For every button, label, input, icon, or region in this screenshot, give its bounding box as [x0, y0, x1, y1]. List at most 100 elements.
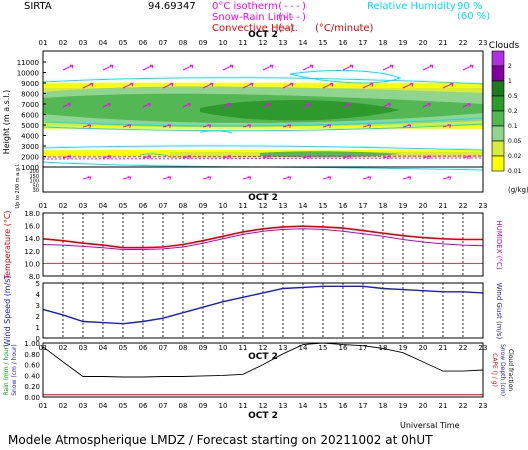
- colorbar-swatch: [491, 155, 505, 172]
- hour-label-temp: 20: [419, 202, 428, 210]
- cloud-ytick-label: 8000: [21, 91, 39, 99]
- hour-label-temp: 07: [159, 202, 168, 210]
- wind-arrow-head: [427, 103, 431, 107]
- hour-label-bottom: 13: [279, 402, 288, 410]
- hour-label-wind: 23: [479, 344, 488, 352]
- wind-arrow: [202, 82, 214, 89]
- wind-arrow-head: [367, 176, 372, 181]
- wind-arrow: [182, 103, 191, 108]
- wind-arrow-head: [227, 155, 232, 160]
- wind-arrow-head: [187, 155, 192, 160]
- wind-ylabel: Wind Speed (m/s): [3, 275, 12, 346]
- temp-panel-frame: [42, 212, 484, 277]
- hour-label-top: 06: [139, 39, 148, 47]
- wind-arrow: [362, 82, 374, 89]
- wind-arrow: [402, 82, 414, 89]
- hour-label-top: 11: [239, 39, 248, 47]
- hour-label-wind: 01: [39, 344, 48, 352]
- colorbar-level: 0.05: [508, 138, 522, 145]
- hour-label-temp: 18: [379, 202, 388, 210]
- cloud-ytick-label: 4000: [21, 133, 39, 141]
- date-label-bottom: OCT 2: [248, 411, 278, 421]
- wind-arrow-head: [207, 176, 212, 181]
- wind-arrow: [262, 64, 274, 71]
- colorbar-title: Clouds: [489, 41, 520, 51]
- cloud-panel-frame: [42, 50, 484, 193]
- hour-label-top: 03: [79, 39, 88, 47]
- wind-arrow-head: [110, 64, 114, 69]
- wind-panel: [42, 283, 484, 338]
- wind-arrow: [342, 64, 354, 71]
- rain-ytick-label: 0.00: [24, 394, 40, 402]
- wind-arrow-head: [470, 64, 474, 69]
- hour-label-top: 23: [479, 39, 488, 47]
- wind-arrow: [102, 103, 111, 108]
- wind-arrow-head: [270, 64, 274, 69]
- colorbar-swatch: [491, 65, 505, 82]
- colorbar-level: 0.02: [508, 153, 522, 160]
- wind-arrow-head: [267, 103, 271, 107]
- cloud-ytick-label: 6000: [21, 112, 39, 120]
- rain-ytick-label: 0.20: [24, 383, 40, 391]
- rain-ytick-label: 0.40: [24, 372, 40, 380]
- wind-arrow-head: [190, 64, 194, 69]
- cloud-fraction-line: [42, 342, 484, 378]
- temperature-panel: [42, 213, 484, 276]
- hour-label-bottom: 20: [419, 402, 428, 410]
- hour-label-temp: 14: [299, 202, 308, 210]
- hour-label-top: 07: [159, 39, 168, 47]
- wind-panel-frame: [42, 282, 484, 339]
- hour-label-bottom: 14: [299, 402, 308, 410]
- hour-label-temp: 21: [439, 202, 448, 210]
- temp-ytick-label: 8.0: [29, 273, 40, 281]
- cloud-ylabel: Height (m a.s.l.): [2, 90, 11, 155]
- cloud-ylabel2: Up to 200 m a.g.l.: [15, 163, 21, 208]
- temp-ytick-label: 14.0: [24, 235, 40, 243]
- hour-label-bottom: 16: [339, 402, 348, 410]
- isotherm-zero-line: [42, 155, 484, 158]
- wind-arrow: [382, 64, 394, 71]
- hour-label-bottom: 05: [119, 402, 128, 410]
- hour-label-wind: 17: [359, 344, 368, 352]
- hour-label-wind: 18: [379, 344, 388, 352]
- cloud-fraction-ylabel: Cloud fraction: [507, 349, 514, 391]
- universal-time-label: Universal Time: [400, 421, 460, 430]
- gust-ylabel: Wind Gust (m/s): [495, 283, 503, 340]
- wind-arrow-head: [107, 103, 111, 107]
- wind-arrow-head: [407, 176, 412, 181]
- hour-label-bottom: 19: [399, 402, 408, 410]
- hour-label-top: 18: [379, 39, 388, 47]
- legend-label: Convective Heat.: [212, 23, 298, 34]
- wind-arrow-head: [430, 64, 434, 69]
- cloud-ytick-lower-label: 30: [33, 188, 39, 194]
- rh-legend-value-secondary: (60 %): [457, 11, 490, 22]
- wind-arrow: [222, 103, 231, 108]
- hour-label-bottom: 08: [179, 402, 188, 410]
- wind-arrow-head: [310, 64, 314, 69]
- wind-arrow-head: [130, 82, 134, 87]
- hour-label-top: 20: [419, 39, 428, 47]
- wind-arrow-head: [447, 176, 452, 181]
- wind-arrow-head: [167, 176, 172, 181]
- rain-panel: [42, 342, 484, 396]
- wind-arrow-head: [247, 124, 252, 129]
- wind-arrow-head: [290, 82, 294, 87]
- hour-label-bottom: 01: [39, 402, 48, 410]
- temp-ytick-label: 16.0: [24, 223, 40, 231]
- date-label-low: OCT 2: [248, 352, 278, 362]
- wind-arrow-head: [167, 124, 172, 129]
- colorbar-level: 2: [508, 63, 512, 70]
- wind-arrow-head: [447, 124, 452, 129]
- wind-arrow-head: [287, 176, 292, 181]
- hour-label-temp: 17: [359, 202, 368, 210]
- colorbar-level: 0.5: [508, 93, 518, 100]
- hour-label-top: 13: [279, 39, 288, 47]
- wind-arrow-head: [87, 124, 92, 129]
- hour-label-bottom: 03: [79, 402, 88, 410]
- wind-arrow-head: [407, 124, 412, 129]
- wind-arrow-head: [187, 103, 191, 107]
- hour-label-bottom: 04: [99, 402, 108, 410]
- wind-ytick-label: 1: [36, 324, 40, 332]
- wind-ytick-label: 2: [36, 313, 40, 321]
- hour-label-wind: 22: [459, 344, 468, 352]
